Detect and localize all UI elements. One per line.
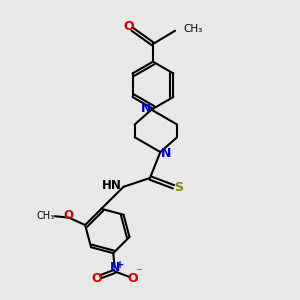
- Text: CH₃: CH₃: [36, 211, 54, 221]
- Text: HN: HN: [102, 179, 122, 192]
- Text: CH₃: CH₃: [183, 24, 202, 34]
- Text: O: O: [124, 20, 134, 33]
- Text: O: O: [91, 272, 102, 285]
- Text: N: N: [141, 102, 152, 115]
- Text: O: O: [128, 272, 138, 285]
- Text: +: +: [116, 260, 124, 270]
- Text: N: N: [110, 261, 120, 274]
- Text: ⁻: ⁻: [135, 267, 142, 280]
- Text: O: O: [63, 209, 73, 222]
- Text: S: S: [174, 181, 183, 194]
- Text: N: N: [161, 147, 171, 160]
